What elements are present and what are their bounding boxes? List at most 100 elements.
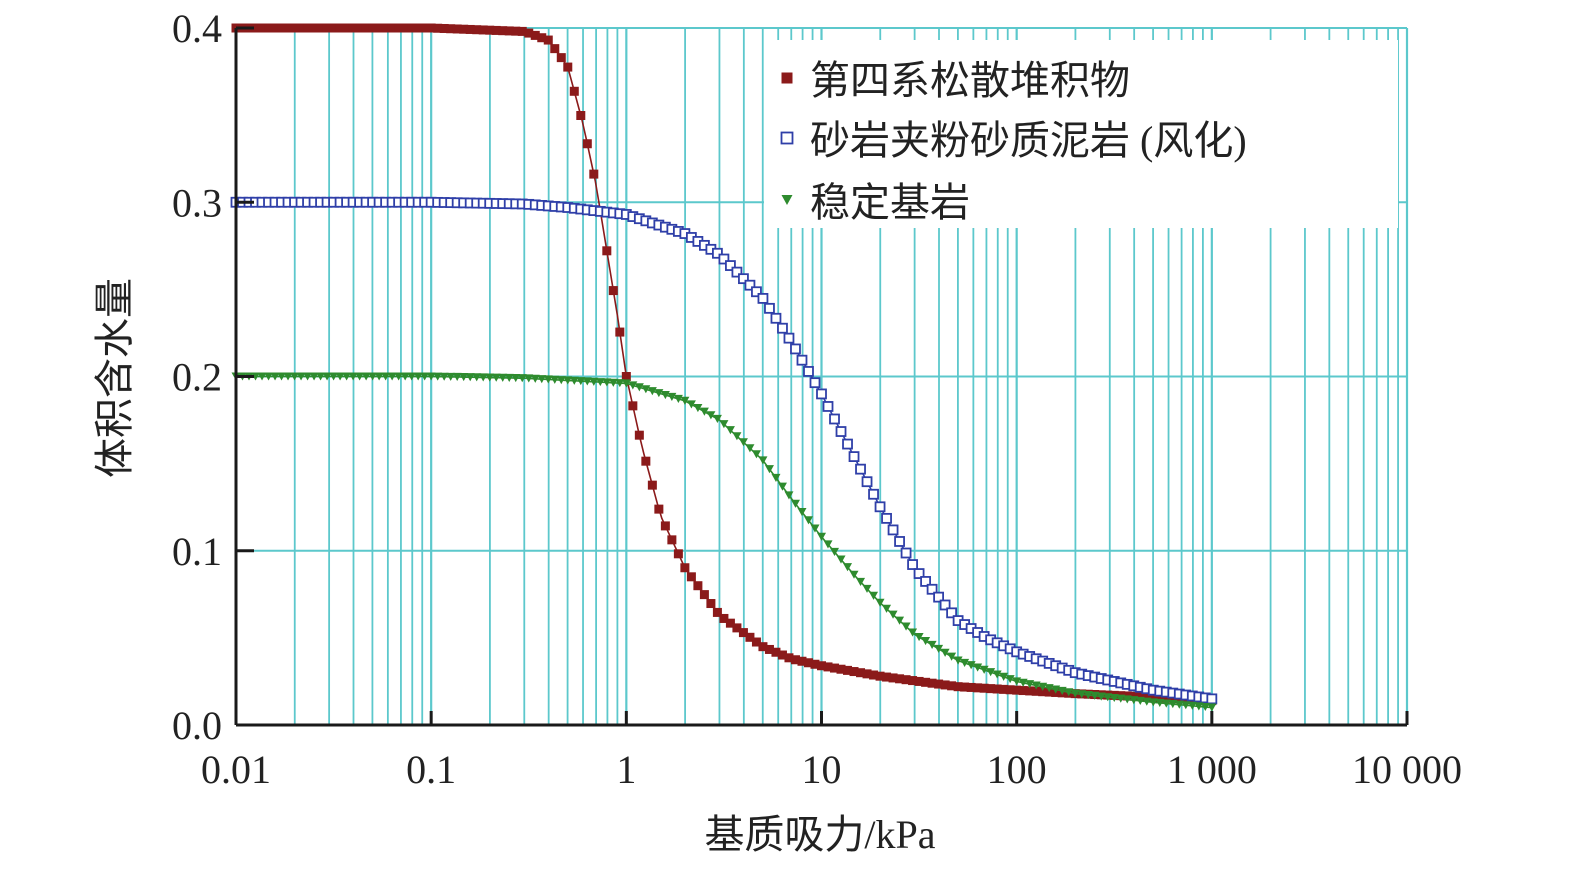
data-point: [556, 53, 566, 63]
data-point: [914, 633, 924, 642]
data-point: [797, 508, 807, 517]
data-point: [485, 373, 495, 382]
data-point: [1025, 686, 1035, 696]
data-point: [634, 430, 644, 440]
data-point: [394, 372, 404, 381]
data-point: [472, 25, 482, 35]
series-line: [236, 201, 1212, 700]
data-point: [894, 536, 905, 547]
data-point: [1005, 675, 1015, 684]
data-point: [296, 372, 306, 381]
data-point: [803, 658, 813, 668]
data-point: [796, 354, 808, 366]
data-point: [875, 671, 885, 681]
data-point: [706, 599, 716, 609]
legend-background: [764, 40, 1398, 228]
data-point: [783, 332, 795, 344]
data-point: [348, 23, 358, 33]
data-point: [979, 665, 989, 674]
data-point: [784, 491, 794, 500]
data-point: [504, 373, 514, 383]
data-point: [426, 372, 436, 381]
data-point: [732, 623, 742, 633]
data-point: [647, 480, 657, 490]
data-point: [790, 655, 800, 665]
data-point: [869, 670, 879, 680]
data-point: [1012, 677, 1022, 686]
y-tick-label: 0.1: [172, 529, 222, 574]
data-point: [530, 374, 540, 383]
series-2: [230, 196, 1218, 705]
data-point: [699, 407, 709, 416]
data-point: [953, 682, 963, 692]
data-point: [843, 563, 853, 572]
data-point: [992, 670, 1002, 679]
data-point: [667, 392, 677, 402]
data-point: [757, 292, 769, 304]
data-point: [973, 663, 983, 672]
data-point: [257, 372, 267, 381]
data-point: [322, 23, 332, 33]
data-point: [764, 465, 774, 474]
data-point: [543, 375, 553, 384]
data-point: [283, 23, 293, 33]
data-point: [303, 372, 313, 381]
data-point: [731, 266, 743, 278]
data-point: [830, 663, 840, 673]
data-point: [660, 521, 670, 531]
data-point: [849, 570, 859, 579]
data-point: [589, 377, 599, 386]
data-point: [465, 24, 475, 34]
data-point: [712, 414, 722, 423]
data-point: [1194, 702, 1204, 711]
data-point: [817, 661, 826, 671]
data-point: [290, 23, 300, 33]
data-point: [394, 23, 404, 33]
data-point: [843, 665, 853, 675]
legend-marker: [781, 195, 793, 205]
data-point: [452, 372, 462, 382]
data-point: [543, 35, 553, 45]
data-point: [1031, 686, 1041, 696]
data-point: [907, 559, 918, 570]
data-point: [602, 246, 612, 256]
data-point: [758, 642, 768, 652]
data-point: [848, 451, 860, 462]
data-point: [1018, 686, 1028, 696]
y-tick-label: 0.4: [172, 6, 222, 51]
data-point: [400, 23, 410, 33]
data-point: [1077, 690, 1087, 699]
data-point: [1155, 693, 1165, 703]
data-point: [680, 563, 690, 573]
data-point: [647, 387, 657, 396]
data-point: [888, 673, 898, 683]
data-point: [861, 476, 873, 488]
data-point: [973, 683, 983, 693]
data-point: [381, 23, 391, 33]
data-point: [836, 664, 846, 674]
data-point: [1018, 678, 1028, 687]
data-point: [822, 401, 834, 412]
data-point: [524, 28, 534, 38]
data-point: [901, 622, 911, 631]
data-point: [361, 23, 371, 33]
data-point: [803, 366, 814, 377]
data-point: [926, 583, 938, 595]
data-point: [862, 669, 872, 679]
data-point: [1161, 693, 1171, 703]
data-point: [680, 396, 690, 405]
data-point: [777, 322, 788, 334]
data-point: [615, 327, 625, 337]
data-point: [524, 374, 534, 383]
data-point: [887, 524, 899, 536]
data-point: [934, 644, 944, 653]
data-point: [900, 547, 912, 559]
data-point: [1148, 698, 1158, 707]
data-point: [803, 516, 813, 525]
data-point: [277, 23, 287, 33]
data-point: [589, 169, 599, 179]
data-point: [1012, 685, 1022, 695]
data-point: [966, 682, 976, 692]
data-point: [374, 372, 384, 381]
